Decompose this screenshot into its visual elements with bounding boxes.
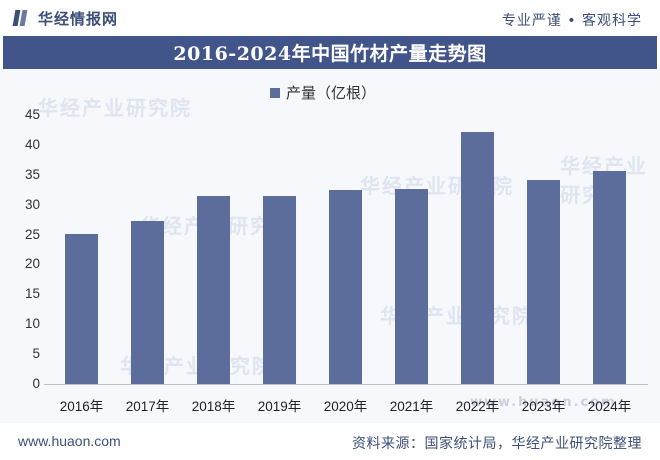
header: 华经情报网 专业严谨 • 客观科学 <box>0 0 660 34</box>
legend-swatch <box>270 87 280 98</box>
title-bar: 2016-2024年中国竹材产量走势图 <box>3 36 657 69</box>
bar[interactable] <box>65 233 98 384</box>
y-tick-label: 35 <box>24 166 40 182</box>
footer: www.huaon.com 资料来源：国家统计局，华经产业研究院整理 <box>0 423 660 460</box>
y-tick-label: 45 <box>24 107 40 122</box>
chart-title: 2016-2024年中国竹材产量走势图 <box>173 43 487 65</box>
legend-label: 产量（亿根） <box>286 84 377 102</box>
logo-icon <box>12 10 32 26</box>
x-axis-line <box>44 384 648 385</box>
y-tick-label: 0 <box>32 376 40 391</box>
x-tick-label: 2018年 <box>191 399 236 414</box>
y-tick-label: 15 <box>24 286 40 302</box>
y-tick-label: 40 <box>24 136 40 152</box>
y-tick-label: 10 <box>24 316 40 332</box>
x-tick-label: 2017年 <box>125 399 170 414</box>
x-tick-label: 2023年 <box>521 399 566 414</box>
bar[interactable] <box>395 189 428 384</box>
bar[interactable] <box>329 190 362 384</box>
legend: 产量（亿根） <box>270 82 376 103</box>
footer-source: 资料来源：国家统计局，华经产业研究院整理 <box>352 436 642 452</box>
y-tick-label: 25 <box>24 226 40 242</box>
x-tick-label: 2016年 <box>59 399 104 414</box>
logo[interactable]: 华经情报网 <box>12 8 119 28</box>
y-tick-label: 5 <box>32 346 40 362</box>
y-tick-label: 30 <box>24 196 40 212</box>
bar[interactable] <box>131 221 164 384</box>
x-tick-label: 2019年 <box>257 399 302 414</box>
x-tick-label: 2020年 <box>323 399 368 414</box>
y-tick-label: 20 <box>24 256 40 272</box>
bar[interactable] <box>197 195 230 384</box>
bar[interactable] <box>527 179 560 384</box>
x-tick-label: 2024年 <box>587 399 632 414</box>
x-tick-label: 2021年 <box>389 399 434 414</box>
bar[interactable] <box>593 171 626 384</box>
footer-url[interactable]: www.huaon.com <box>18 433 121 449</box>
bar[interactable] <box>263 195 296 384</box>
bar[interactable] <box>461 131 494 384</box>
x-tick-label: 2022年 <box>455 399 500 414</box>
slogan: 专业严谨 • 客观科学 <box>501 13 642 29</box>
logo-text: 华经情报网 <box>38 9 119 28</box>
